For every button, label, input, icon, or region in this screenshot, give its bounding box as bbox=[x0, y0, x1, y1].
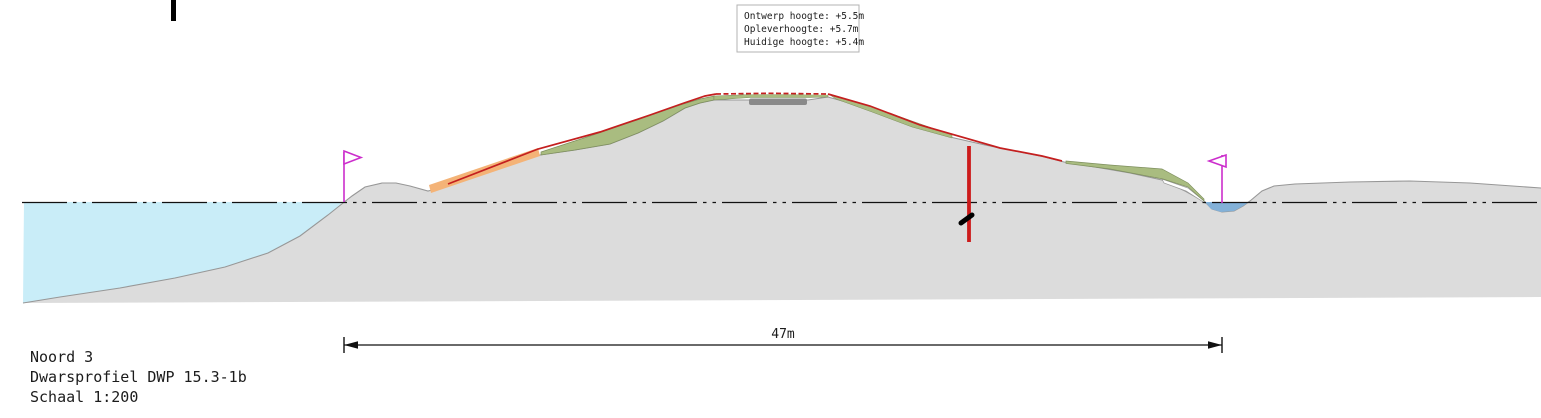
dimension-label: 47m bbox=[771, 327, 795, 342]
ground-profile-fill bbox=[23, 97, 1541, 303]
flag-pennant-icon bbox=[343, 149, 364, 166]
title-block: Noord 3 Dwarsprofiel DWP 15.3-1b Schaal … bbox=[30, 348, 247, 406]
water-left-fill bbox=[23, 202, 343, 303]
design-height-line-right bbox=[827, 93, 1063, 162]
dimension-47m: 47m bbox=[343, 327, 1223, 353]
boundary-flag-right bbox=[1206, 153, 1227, 203]
scale-label: Schaal 1:200 bbox=[30, 388, 138, 406]
flag-pennant-icon bbox=[1206, 153, 1227, 169]
grass-cover-crest bbox=[713, 93, 829, 101]
heights-info-box: Ontwerp hoogte: +5.5m Opleverhoogte: +5.… bbox=[736, 4, 864, 53]
survey-point-tick bbox=[958, 212, 975, 226]
ditch-water-fill bbox=[1205, 202, 1249, 212]
profile-label: Dwarsprofiel DWP 15.3-1b bbox=[30, 368, 247, 386]
text-cursor-bar bbox=[171, 0, 176, 21]
road-surface bbox=[749, 98, 807, 105]
current-height-label: Huidige hoogte: +5.4m bbox=[744, 37, 864, 48]
location-label: Noord 3 bbox=[30, 348, 93, 366]
grass-cover-berm bbox=[1065, 160, 1205, 202]
delivery-height-label: Opleverhoogte: +5.7m bbox=[744, 24, 859, 35]
design-height-label: Ontwerp hoogte: +5.5m bbox=[744, 11, 864, 22]
info-box-frame bbox=[736, 4, 860, 53]
design-height-line-crest-dashed bbox=[715, 92, 829, 95]
dimension-arrow-right-icon bbox=[1208, 341, 1222, 349]
dimension-arrow-left-icon bbox=[344, 341, 358, 349]
boundary-flag-left bbox=[343, 149, 364, 202]
design-height-line bbox=[447, 93, 717, 185]
